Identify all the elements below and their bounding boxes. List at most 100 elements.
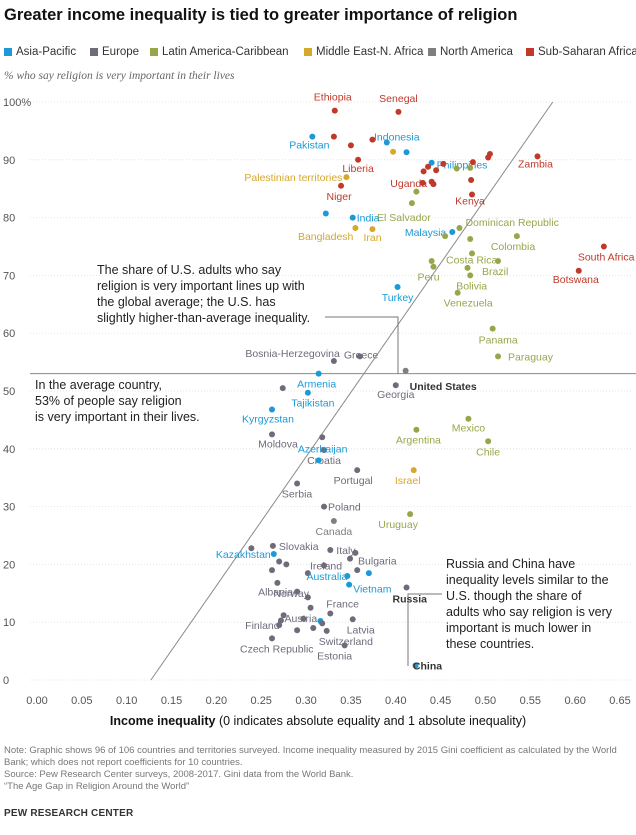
point-label: France: [326, 599, 359, 611]
data-point: [315, 370, 322, 377]
data-point: [322, 210, 329, 217]
point-label: Croatia: [307, 455, 341, 467]
y-tick-label: 70: [3, 270, 15, 282]
data-point: [352, 225, 359, 232]
point-label: Ireland: [310, 561, 342, 573]
point-label: Kyrgyzstan: [242, 413, 294, 425]
data-point: [408, 200, 415, 207]
data-point: [495, 257, 502, 264]
data-point: [276, 558, 283, 565]
trend-line: [150, 101, 554, 681]
data-point: [469, 159, 476, 166]
data-point: [338, 182, 345, 189]
data-point: [354, 467, 361, 474]
point-label: Niger: [327, 191, 353, 203]
data-point: [304, 594, 311, 601]
data-point: [319, 434, 326, 441]
data-point: [442, 233, 449, 240]
legend-swatch: [526, 48, 534, 56]
us-annotation-leader: [325, 316, 399, 374]
point-label: Zambia: [518, 158, 553, 170]
point-label: China: [413, 661, 442, 673]
data-point: [354, 567, 361, 574]
legend-item-north-america: North America: [428, 46, 513, 58]
data-point: [321, 562, 328, 569]
data-point: [307, 604, 314, 611]
annotation-line: Russia and China have: [446, 557, 575, 571]
legend-item-sub-saharan-africa: Sub-Saharan Africa: [526, 46, 636, 58]
point-label: Senegal: [379, 93, 418, 105]
source-line: Source: Pew Research Center surveys, 200…: [4, 769, 354, 780]
data-point: [410, 467, 417, 474]
data-point: [341, 642, 348, 649]
y-tick-label: 100%: [3, 97, 31, 109]
y-tick-label: 60: [3, 328, 15, 340]
x-tick-label: 0.35: [340, 695, 361, 707]
data-point: [433, 167, 440, 174]
x-tick-label: 0.30: [295, 695, 316, 707]
point-label: Botswana: [553, 274, 599, 286]
data-point: [349, 214, 356, 221]
annotation-line: adults who say religion is very: [446, 605, 613, 619]
data-point: [365, 570, 372, 577]
x-tick-label: 0.10: [116, 695, 137, 707]
data-point: [428, 159, 435, 166]
data-point: [402, 367, 409, 374]
data-point: [304, 389, 311, 396]
data-point: [309, 133, 316, 140]
point-label: Costa Rica: [446, 254, 498, 266]
x-tick-label: 0.45: [430, 695, 451, 707]
data-point: [383, 139, 390, 146]
data-point: [453, 165, 460, 172]
y-tick-label: 80: [3, 213, 15, 225]
russia-china-annotation-leader: [407, 593, 442, 666]
data-point: [347, 555, 354, 562]
data-point: [355, 156, 362, 163]
point-label: Uganda: [390, 178, 427, 190]
legend: Asia-Pacific Europe Latin America-Caribb…: [4, 46, 636, 62]
y-tick-label: 50: [3, 386, 15, 398]
data-point: [321, 446, 328, 453]
point-label: United States: [410, 381, 477, 393]
x-tick-label: 0.25: [251, 695, 272, 707]
point-label: Bangladesh: [298, 231, 354, 243]
point-label: Italy: [336, 545, 356, 557]
data-point: [280, 612, 287, 619]
data-point: [294, 588, 301, 595]
x-tick-label: 0.50: [475, 695, 496, 707]
data-point: [465, 415, 472, 422]
y-tick-label: 40: [3, 444, 15, 456]
point-label: Ethiopia: [314, 92, 352, 104]
point-label: Bulgaria: [358, 556, 397, 568]
x-tick-label: 0.15: [161, 695, 182, 707]
data-point: [469, 250, 476, 257]
point-label: Switzerland: [319, 636, 373, 648]
data-point: [330, 357, 337, 364]
legend-item-asia-pacific: Asia-Pacific: [4, 46, 76, 58]
chart-title: Greater income inequality is tied to gre…: [4, 6, 518, 24]
point-label: Brazil: [482, 266, 508, 278]
data-point: [310, 624, 317, 631]
data-point: [413, 426, 420, 433]
point-label: Russia: [393, 594, 428, 606]
legend-swatch: [150, 48, 158, 56]
point-label: Latvia: [347, 624, 375, 636]
data-point: [489, 325, 496, 332]
x-tick-label: 0.40: [385, 695, 406, 707]
annotation-line: slightly higher-than-average inequality.: [97, 311, 310, 325]
data-point: [330, 518, 337, 525]
data-point: [420, 168, 427, 175]
point-label: Pakistan: [289, 140, 329, 152]
data-point: [513, 233, 520, 240]
data-point: [454, 289, 461, 296]
legend-swatch: [90, 48, 98, 56]
legend-swatch: [304, 48, 312, 56]
point-label: Paraguay: [508, 351, 554, 363]
data-point: [486, 151, 493, 158]
data-point: [356, 353, 363, 360]
point-label: Canada: [315, 526, 352, 538]
point-label: Peru: [417, 272, 439, 284]
data-point: [277, 617, 284, 624]
point-label: Uruguay: [378, 519, 418, 531]
